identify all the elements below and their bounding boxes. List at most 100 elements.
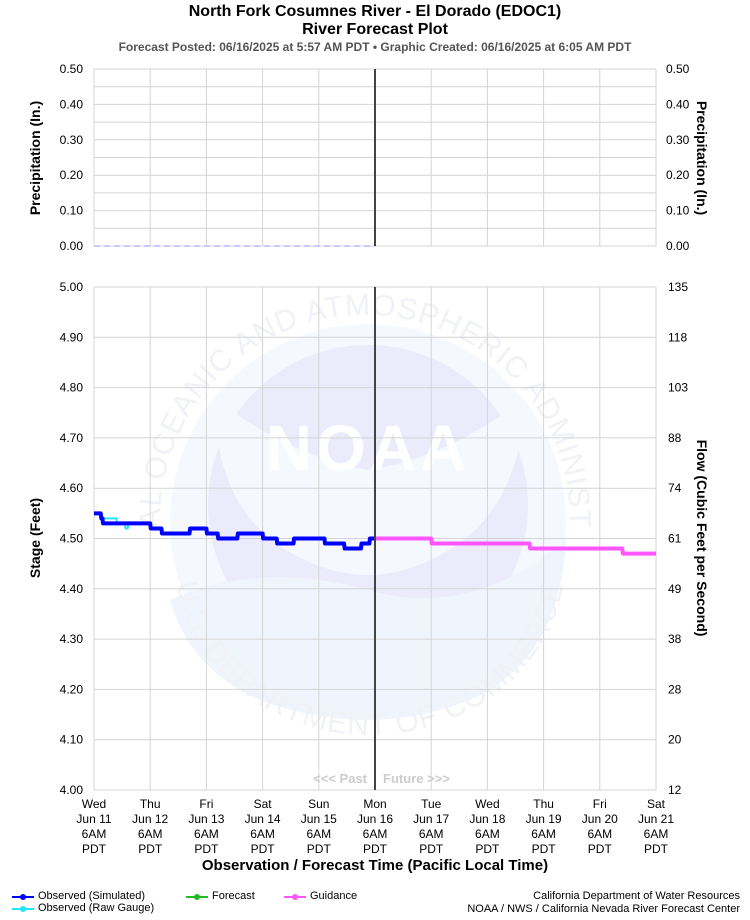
legend-symbol-observed-simulated — [12, 894, 34, 900]
x-tick-label: PDT — [194, 842, 219, 856]
chart-title: North Fork Cosumnes River - El Dorado (E… — [188, 3, 562, 20]
precip-ytick-left: 0.00 — [60, 239, 84, 253]
x-tick-label: PDT — [644, 842, 669, 856]
x-tick-label: Jun 21 — [638, 812, 674, 826]
flow-ytick-right: 20 — [668, 733, 682, 747]
flow-ytick-right: 49 — [668, 582, 682, 596]
past-label: <<< Past — [313, 771, 368, 786]
precip-ytick-left: 0.40 — [60, 97, 84, 111]
x-tick-label: Sat — [254, 797, 273, 811]
series-line-observed-simulated — [94, 511, 375, 551]
legend-label-observed-simulated: Observed (Simulated) — [38, 890, 145, 902]
x-tick-label: 6AM — [194, 827, 219, 841]
x-tick-label: Jun 14 — [245, 812, 281, 826]
precip-ytick-right: 0.40 — [666, 97, 690, 111]
x-tick-label: 6AM — [250, 827, 275, 841]
precip-ytick-left: 0.50 — [60, 62, 84, 76]
stage-ytick-left: 4.10 — [60, 733, 84, 747]
x-tick-label: Sun — [308, 797, 329, 811]
x-tick-label: Jun 13 — [188, 812, 224, 826]
flow-ytick-right: 118 — [668, 330, 687, 344]
stage-ytick-left: 4.20 — [60, 682, 84, 696]
x-tick-label: PDT — [363, 842, 388, 856]
precip-ytick-right: 0.10 — [666, 204, 690, 218]
stage-ytick-left: 4.00 — [60, 783, 84, 797]
forecast-info: Forecast Posted: 06/16/2025 at 5:57 AM P… — [118, 40, 632, 54]
x-tick-label: Jun 11 — [76, 812, 111, 826]
x-tick-label: Wed — [475, 797, 499, 811]
x-tick-label: 6AM — [419, 827, 444, 841]
stage-xlabel: Observation / Forecast Time (Pacific Loc… — [202, 857, 548, 874]
x-tick-label: Jun 12 — [132, 812, 168, 826]
stage-series — [94, 287, 656, 790]
x-tick-label: 6AM — [531, 827, 556, 841]
precip-axes: 0.00 0.00 0.10 0.10 0.20 0.20 0.30 0.30 0.40 0.40… — [60, 62, 690, 253]
x-tick-label: Thu — [533, 797, 554, 811]
precip-series — [94, 69, 376, 247]
flow-ytick-right: 38 — [668, 632, 682, 646]
stage-ytick-left: 4.70 — [60, 431, 84, 445]
x-tick-label: 6AM — [82, 827, 107, 841]
precip-ytick-right: 0.20 — [666, 168, 690, 182]
stage-ytick-left: 5.00 — [60, 280, 84, 294]
legend-label-guidance: Guidance — [310, 890, 358, 902]
credit-cnrfc: NOAA / NWS / California Nevada River For… — [467, 903, 740, 915]
legend — [12, 894, 306, 912]
x-tick-label: 6AM — [475, 827, 500, 841]
precip-ylabel-left: Precipitation (In.) — [27, 101, 43, 215]
series-line-guidance — [375, 536, 656, 556]
watermark-noaa-text: NOAA — [266, 412, 470, 484]
x-tick-label: Jun 19 — [526, 812, 562, 826]
watermark-wave — [170, 540, 566, 720]
stage-ytick-left: 4.40 — [60, 582, 84, 596]
x-tick-label: 6AM — [306, 827, 331, 841]
chart-subtitle: River Forecast Plot — [302, 21, 448, 38]
credit-dwr: California Department of Water Resources — [533, 890, 740, 902]
legend-symbol-guidance — [284, 894, 306, 900]
stage-ytick-left: 4.60 — [60, 481, 84, 495]
precip-ytick-left: 0.10 — [60, 204, 84, 218]
stage-ytick-left: 4.30 — [60, 632, 84, 646]
stage-ytick-left: 4.90 — [60, 330, 84, 344]
x-tick-label: Sat — [647, 797, 666, 811]
x-tick-label: Jun 17 — [413, 812, 449, 826]
x-tick-label: PDT — [588, 842, 613, 856]
stage-ylabel-right: Flow (Cubic Feet per Second) — [694, 440, 710, 637]
flow-ytick-right: 12 — [668, 783, 682, 797]
x-tick-label: PDT — [307, 842, 332, 856]
x-tick-label: PDT — [251, 842, 276, 856]
precip-ytick-right: 0.00 — [666, 239, 690, 253]
x-tick-label: Fri — [593, 797, 607, 811]
precip-ytick-right: 0.50 — [666, 62, 690, 76]
noaa-watermark: NOAA NATIONAL OCEANIC AND ATMOSPHERIC AD… — [0, 0, 595, 742]
legend-symbol-observed-raw — [12, 906, 34, 912]
x-tick-label: Tue — [421, 797, 442, 811]
precip-ylabel-right: Precipitation (In.) — [694, 101, 710, 215]
flow-ytick-right: 135 — [668, 280, 688, 294]
x-tick-label: Thu — [140, 797, 161, 811]
x-tick-label: Mon — [363, 797, 386, 811]
precip-ytick-right: 0.30 — [666, 133, 690, 147]
flow-ytick-right: 88 — [668, 431, 682, 445]
x-tick-label: PDT — [532, 842, 557, 856]
x-tick-label: 6AM — [363, 827, 388, 841]
x-tick-label: Jun 16 — [357, 812, 393, 826]
legend-label-forecast: Forecast — [212, 890, 255, 902]
watermark-gull — [215, 400, 525, 575]
flow-ytick-right: 61 — [668, 532, 682, 546]
x-tick-label: Jun 15 — [301, 812, 337, 826]
flow-ytick-right: 103 — [668, 381, 688, 395]
x-tick-label: Jun 18 — [469, 812, 505, 826]
x-tick-label: Wed — [82, 797, 106, 811]
x-tick-label: Fri — [199, 797, 213, 811]
x-tick-label: PDT — [82, 842, 107, 856]
precip-ytick-left: 0.20 — [60, 168, 84, 182]
x-tick-label: PDT — [419, 842, 444, 856]
x-tick-label: 6AM — [587, 827, 612, 841]
x-tick-label: PDT — [138, 842, 163, 856]
stage-ylabel-left: Stage (Feet) — [27, 498, 43, 578]
x-tick-label: Jun 20 — [582, 812, 618, 826]
x-tick-label: 6AM — [138, 827, 163, 841]
x-tick-label: 6AM — [644, 827, 669, 841]
